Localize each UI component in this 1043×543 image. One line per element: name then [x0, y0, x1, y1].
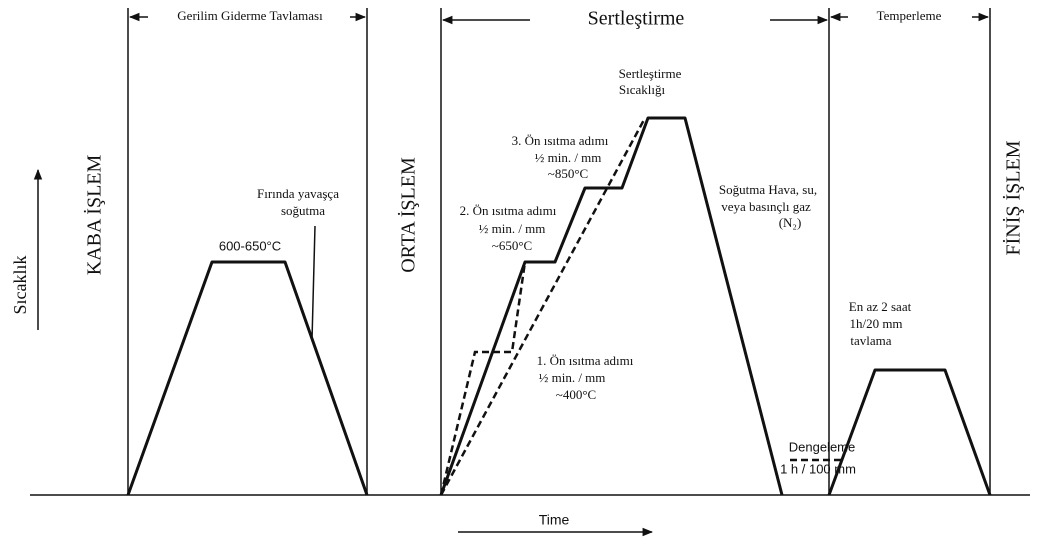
- stage-label: KABA İŞLEM: [83, 155, 106, 276]
- section-title: Sertleştirme: [588, 8, 685, 30]
- label: 1h/20 mm: [849, 316, 902, 331]
- section-title: Gerilim Giderme Tavlaması: [177, 8, 323, 23]
- label: ~650°C: [492, 238, 532, 253]
- label: 2. Ön ısıtma adımı: [460, 203, 557, 218]
- dashed-profile: [439, 117, 647, 496]
- label: Sertleştirme: [619, 66, 682, 81]
- label: (N₂): [779, 215, 802, 230]
- label: 600-650°C: [219, 238, 281, 253]
- profile: [439, 116, 784, 496]
- profile: [827, 368, 992, 496]
- label: ~850°C: [548, 166, 588, 181]
- label: Soğutma Hava, su,: [719, 182, 817, 197]
- label: Sıcaklığı: [619, 82, 666, 97]
- label: soğutma: [281, 203, 325, 218]
- label: ½ min. / mm: [535, 150, 602, 165]
- label: 3. Ön ısıtma adımı: [512, 133, 609, 148]
- profile: [126, 260, 369, 496]
- label: ~400°C: [556, 387, 596, 402]
- section-title: Temperleme: [877, 8, 942, 23]
- label: 1 h / 100 mm: [780, 461, 856, 476]
- stage-label: ORTA İŞLEM: [397, 157, 420, 273]
- label: tavlama: [850, 333, 891, 348]
- stage-label: FİNİŞ İŞLEM: [1002, 140, 1025, 255]
- label: Dengeleme: [789, 439, 856, 454]
- label: 1. Ön ısıtma adımı: [537, 353, 634, 368]
- x-axis-label: Time: [539, 512, 570, 528]
- dashed-profile: [439, 261, 527, 496]
- y-axis-label: Sıcaklık: [10, 256, 30, 315]
- leader: [311, 225, 316, 341]
- label: veya basınçlı gaz: [721, 199, 811, 214]
- label: ½ min. / mm: [539, 370, 606, 385]
- label: ½ min. / mm: [479, 221, 546, 236]
- label: En az 2 saat: [849, 299, 912, 314]
- label: Fırında yavaşça: [257, 186, 339, 201]
